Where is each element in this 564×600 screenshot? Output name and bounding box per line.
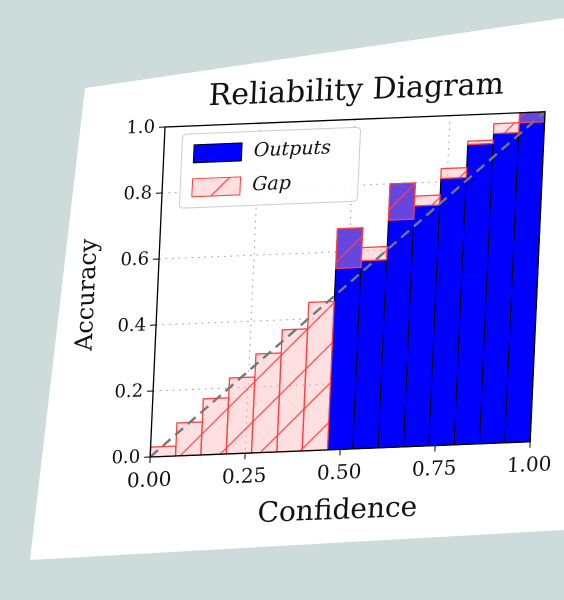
gap-bar bbox=[440, 166, 468, 180]
y-tick-label: 0.8 bbox=[123, 182, 153, 204]
gap-bar bbox=[387, 182, 417, 221]
y-tick-label: 1.0 bbox=[126, 116, 156, 138]
y-axis-label: Accuracy bbox=[70, 238, 103, 353]
legend-label: Gap bbox=[252, 172, 292, 196]
gap-bar bbox=[174, 421, 203, 457]
gap-bar bbox=[200, 397, 230, 456]
gap-bar bbox=[492, 122, 520, 135]
x-tick-label: 0.50 bbox=[316, 459, 362, 485]
y-tick-label: 0.6 bbox=[120, 248, 150, 270]
gap-bar bbox=[518, 111, 546, 124]
gap-bar bbox=[334, 227, 364, 270]
legend-label: Outputs bbox=[253, 136, 331, 161]
y-tick-label: 0.0 bbox=[111, 446, 141, 468]
gap-bar bbox=[360, 245, 388, 262]
gap-bar bbox=[149, 445, 177, 458]
gap-bar bbox=[466, 139, 494, 146]
gap-bar bbox=[413, 194, 441, 207]
legend-swatch bbox=[192, 142, 243, 164]
legend-swatch bbox=[191, 176, 242, 198]
x-tick-label: 0.75 bbox=[411, 455, 457, 481]
x-tick-label: 0.25 bbox=[221, 463, 267, 489]
diagonal bbox=[149, 110, 546, 458]
y-tick-label: 0.2 bbox=[114, 380, 144, 402]
y-tick-label: 0.4 bbox=[117, 314, 147, 336]
plot: 0.0 0.2 0.4 0.6 0.8 1.0 0.00 0.25 0.50 0.75 1.00 Ou… bbox=[70, 67, 552, 530]
axes-frame bbox=[149, 111, 546, 458]
x-tick-label: 0.00 bbox=[126, 467, 172, 493]
gap-bar bbox=[225, 376, 256, 455]
x-axis-label: Confidence bbox=[257, 490, 418, 529]
x-tick-label: 1.00 bbox=[506, 451, 552, 477]
